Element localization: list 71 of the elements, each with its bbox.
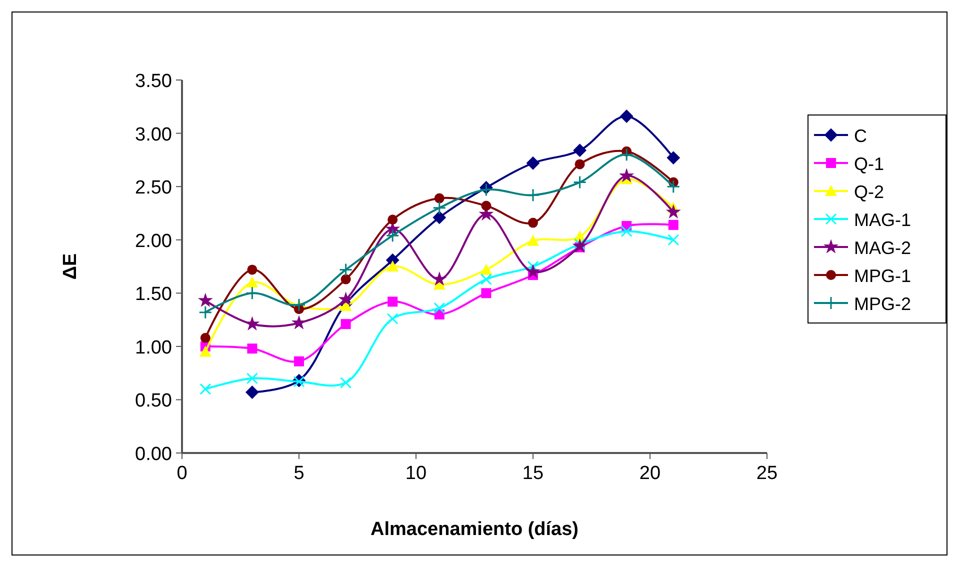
point [245, 286, 259, 300]
point [480, 274, 492, 286]
point [432, 201, 446, 215]
point [386, 312, 398, 324]
point [246, 386, 259, 399]
point [434, 302, 446, 314]
point [481, 288, 492, 298]
y-tick-label: 1.50 [135, 284, 172, 306]
point [198, 306, 212, 320]
point [388, 214, 398, 225]
point [247, 344, 258, 354]
point [247, 264, 258, 275]
x-axis-title: Almacenamiento (días) [370, 519, 578, 540]
point [340, 376, 352, 388]
point [526, 188, 540, 202]
x-tick-label: 10 [405, 463, 427, 484]
point [434, 193, 444, 204]
point [574, 159, 585, 170]
point [525, 264, 541, 278]
legend-label: Q-1 [854, 154, 884, 174]
point [198, 292, 213, 307]
point [620, 226, 632, 238]
y-tick-label: 0.00 [135, 444, 172, 465]
legend-label: C [854, 126, 867, 146]
point [340, 274, 351, 284]
point [668, 220, 678, 230]
point [572, 238, 588, 253]
point [481, 200, 492, 211]
point [386, 260, 399, 272]
y-tick-label: 2.50 [135, 178, 172, 199]
x-tick-label: 25 [756, 463, 778, 484]
legend-label: MPG-1 [854, 266, 912, 286]
point [480, 264, 492, 275]
point [246, 372, 258, 384]
y-tick-label: 3.00 [135, 124, 172, 146]
point [527, 234, 539, 246]
x-tick-label: 20 [639, 463, 661, 484]
x-tick-label: 0 [176, 463, 188, 484]
point [573, 176, 587, 190]
legend-label: MPG-2 [854, 294, 912, 314]
point [388, 296, 398, 307]
legend-label: Q-2 [854, 182, 884, 202]
point [200, 383, 212, 395]
point [432, 210, 446, 224]
point [199, 346, 212, 357]
x-tick-label: 15 [522, 463, 544, 484]
point [294, 356, 304, 366]
point [340, 319, 351, 330]
point [666, 204, 681, 219]
y-axis-title: ΔE [60, 253, 81, 280]
point [620, 148, 634, 162]
point [573, 144, 586, 157]
point [526, 156, 540, 170]
y-tick-label: 0.50 [135, 390, 172, 412]
point [386, 228, 400, 242]
point [200, 332, 210, 343]
point [246, 276, 258, 288]
point [338, 292, 354, 306]
point [339, 262, 353, 276]
x-tick-label: 5 [294, 463, 304, 484]
legend-label: MAG-2 [854, 238, 912, 258]
y-tick-label: 2.00 [135, 230, 172, 252]
point [620, 110, 634, 123]
y-tick-label: 3.50 [135, 71, 172, 92]
point [528, 218, 538, 228]
legend-label: MAG-1 [854, 210, 912, 230]
point [668, 234, 680, 246]
y-tick-label: 1.00 [135, 337, 172, 358]
point [619, 168, 634, 182]
point [666, 151, 680, 164]
point [666, 180, 680, 194]
